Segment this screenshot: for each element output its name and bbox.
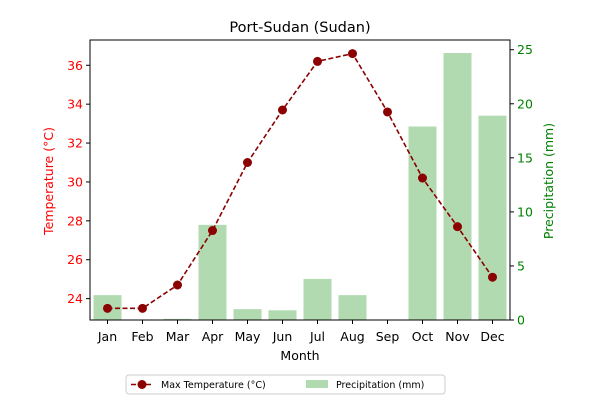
precipitation-bar-dec	[478, 115, 507, 320]
x-tick-label-nov: Nov	[445, 329, 470, 344]
y-right-tick-label-20: 20	[517, 96, 533, 111]
x-tick-label-aug: Aug	[340, 329, 364, 344]
x-tick-label-apr: Apr	[202, 329, 224, 344]
y-left-tick-label-34: 34	[67, 97, 83, 112]
precipitation-bar-jul	[303, 278, 332, 320]
x-tick-label-may: May	[235, 329, 261, 344]
precipitation-bar-mar	[163, 318, 192, 320]
x-axis-label: Month	[280, 348, 319, 363]
temperature-point-mar	[173, 280, 182, 290]
temperature-point-dec	[488, 272, 497, 282]
y-left-tick-label-26: 26	[67, 252, 83, 267]
temperature-point-sep	[383, 107, 392, 117]
legend-temperature-label: Max Temperature (°C)	[161, 380, 266, 391]
temperature-point-jun	[278, 105, 287, 115]
precipitation-bar-aug	[338, 295, 367, 320]
x-tick-label-oct: Oct	[412, 329, 434, 344]
y-right-tick-label-0: 0	[517, 313, 525, 328]
y-left-tick-label-24: 24	[67, 291, 83, 306]
legend-frame	[125, 374, 446, 395]
y-right-axis-label: Precipitation (mm)	[541, 123, 556, 239]
temperature-line-layer	[103, 49, 497, 313]
x-tick-label-dec: Dec	[480, 329, 504, 344]
y-right-tick-label-5: 5	[517, 258, 525, 273]
temperature-point-oct	[418, 173, 427, 183]
x-tick-label-feb: Feb	[131, 329, 153, 344]
temperature-line	[107, 52, 494, 310]
axes: Jan Feb Mar Apr May Jun Jul Aug Sep Oct Nov Dec 24 26…	[67, 39, 533, 344]
temperature-point-jul	[313, 56, 322, 66]
y-right-tick-label-25: 25	[517, 42, 533, 57]
temperature-point-apr	[208, 226, 217, 236]
temperature-point-nov	[453, 222, 462, 232]
y-right-tick-label-15: 15	[517, 150, 533, 165]
precipitation-bar-jun	[268, 310, 297, 320]
temperature-point-aug	[348, 49, 357, 59]
precipitation-bar-may	[233, 309, 262, 320]
precipitation-bar-nov	[443, 52, 472, 321]
y-left-tick-label-28: 28	[67, 213, 83, 228]
legend-precipitation-swatch	[306, 380, 328, 388]
x-tick-label-mar: Mar	[166, 329, 190, 344]
temperature-point-feb	[138, 303, 147, 313]
precipitation-bar-apr	[198, 224, 227, 320]
legend: Max Temperature (°C) Precipitation (mm)	[125, 374, 446, 395]
plot-frame	[89, 39, 511, 321]
precipitation-bar-oct	[408, 126, 437, 321]
y-left-tick-label-30: 30	[67, 174, 83, 189]
temperature-point-jan	[103, 303, 112, 313]
legend-precipitation-label: Precipitation (mm)	[336, 380, 424, 391]
y-left-tick-label-36: 36	[67, 58, 83, 73]
y-left-axis-label: Temperature (°C)	[41, 127, 56, 236]
x-tick-label-jul: Jul	[309, 329, 325, 344]
y-left-tick-label-32: 32	[67, 136, 83, 151]
x-tick-label-sep: Sep	[376, 329, 400, 344]
y-right-tick-label-10: 10	[517, 204, 533, 219]
x-tick-label-jun: Jun	[272, 329, 293, 344]
temperature-point-may	[243, 158, 252, 167]
x-tick-label-jan: Jan	[97, 329, 117, 344]
precipitation-bars	[93, 52, 507, 321]
chart-title: Port-Sudan (Sudan)	[229, 20, 370, 36]
legend-temperature-marker	[137, 380, 147, 389]
